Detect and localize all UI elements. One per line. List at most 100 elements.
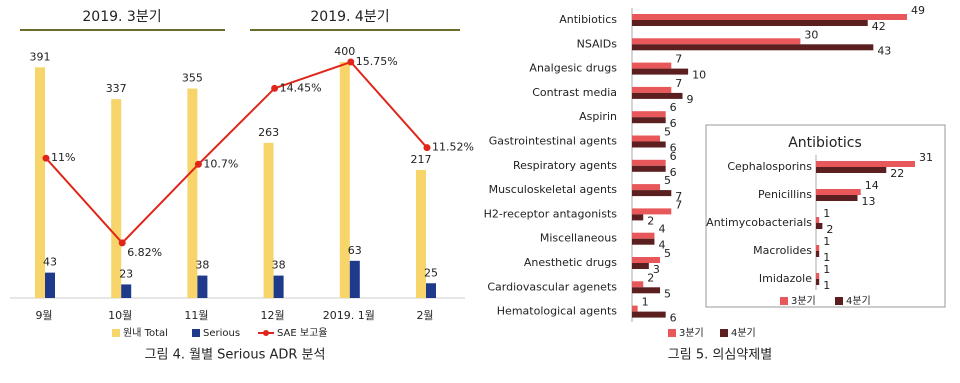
data-label: 10.7% bbox=[203, 157, 238, 170]
bar bbox=[632, 38, 801, 45]
data-label: 1 bbox=[823, 207, 830, 220]
bar bbox=[426, 283, 436, 298]
inset-frame bbox=[705, 124, 946, 308]
data-label: 2 bbox=[647, 271, 654, 284]
data-label: 7 bbox=[675, 198, 682, 211]
bar bbox=[632, 281, 644, 288]
bar bbox=[632, 14, 907, 20]
y-tick-label: Musculoskeletal agents bbox=[489, 183, 618, 196]
chart-caption: 그림 5. 의심약제별 bbox=[668, 348, 772, 363]
bar bbox=[632, 92, 683, 99]
bar bbox=[197, 275, 208, 298]
y-tick-label: Antibiotics bbox=[559, 13, 617, 26]
legend-label: 3분기 bbox=[679, 327, 704, 339]
data-label: 23 bbox=[119, 267, 133, 280]
bar bbox=[632, 208, 672, 215]
bar bbox=[187, 88, 198, 298]
data-label: 38 bbox=[272, 259, 286, 272]
data-label: 263 bbox=[258, 126, 279, 139]
bar bbox=[111, 99, 122, 298]
legend-label: 4분기 bbox=[731, 327, 756, 339]
bar bbox=[632, 305, 638, 312]
legend-swatch bbox=[835, 297, 843, 305]
bar bbox=[632, 257, 661, 263]
data-label: 6 bbox=[670, 142, 677, 155]
bar bbox=[273, 275, 284, 298]
line-point bbox=[118, 239, 126, 247]
line-point bbox=[194, 160, 202, 168]
bar bbox=[632, 86, 672, 93]
data-label: 6 bbox=[670, 117, 677, 130]
data-label: 6 bbox=[670, 312, 677, 325]
data-label: 355 bbox=[182, 72, 203, 85]
data-label: 11% bbox=[51, 151, 75, 164]
line-point bbox=[423, 144, 431, 152]
bar bbox=[816, 195, 858, 201]
bar bbox=[632, 44, 874, 51]
line bbox=[45, 60, 428, 245]
line-point bbox=[271, 84, 279, 92]
data-label: 63 bbox=[348, 244, 362, 257]
y-tick-label: Respiratory agents bbox=[513, 159, 617, 172]
data-label: 10 bbox=[692, 69, 706, 82]
bar bbox=[816, 251, 820, 257]
y-tick-label: Antimycobacterials bbox=[706, 216, 812, 229]
bar bbox=[632, 263, 649, 269]
y-tick-label: Cardiovascular agenets bbox=[487, 280, 617, 293]
bar bbox=[632, 141, 666, 148]
data-label: 43 bbox=[43, 256, 57, 269]
bar bbox=[816, 189, 861, 195]
data-label: 217 bbox=[411, 153, 432, 166]
legend-label: Serious bbox=[203, 328, 240, 339]
data-label: 42 bbox=[872, 20, 886, 33]
y-tick-label: Contrast media bbox=[532, 86, 617, 99]
x-tick-label: 9월 bbox=[35, 309, 52, 322]
legend-swatch bbox=[263, 330, 269, 336]
data-label: 11.52% bbox=[432, 141, 474, 154]
bar bbox=[263, 142, 274, 298]
data-label: 337 bbox=[106, 82, 127, 95]
y-tick-label: Miscellaneous bbox=[540, 232, 617, 245]
x-tick-label: 10월 bbox=[108, 309, 132, 322]
y-tick-label: H2-receptor antagonists bbox=[484, 207, 618, 220]
legend-swatch bbox=[668, 329, 676, 337]
data-label: 13 bbox=[862, 195, 876, 208]
bar bbox=[349, 260, 360, 298]
y-tick-label: Gastrointestinal agents bbox=[489, 135, 618, 148]
data-label: 1 bbox=[823, 263, 830, 276]
legend-swatch bbox=[192, 329, 200, 337]
bar bbox=[632, 287, 661, 294]
x-tick-label: 2월 bbox=[416, 309, 433, 322]
bar bbox=[632, 117, 666, 124]
chart-caption: 그림 4. 월별 Serious ADR 분석 bbox=[145, 348, 326, 363]
data-label: 1 bbox=[642, 296, 649, 309]
bar bbox=[632, 238, 655, 245]
bar bbox=[816, 279, 820, 285]
y-tick-label: Aspirin bbox=[579, 110, 617, 123]
bar bbox=[632, 20, 868, 26]
bar bbox=[816, 273, 820, 279]
data-label: 5 bbox=[664, 126, 671, 139]
bar bbox=[816, 245, 820, 251]
data-label: 6 bbox=[670, 166, 677, 179]
x-tick-label: 2019. 1월 bbox=[323, 309, 375, 322]
data-label: 38 bbox=[195, 259, 209, 272]
x-tick-label: 11월 bbox=[184, 309, 208, 322]
data-label: 4 bbox=[658, 223, 665, 236]
data-label: 31 bbox=[919, 151, 933, 164]
y-tick-label: Anesthetic drugs bbox=[524, 256, 617, 269]
data-label: 30 bbox=[804, 28, 818, 41]
y-tick-label: Penicillins bbox=[758, 188, 812, 201]
legend-label: 원내 Total bbox=[123, 327, 168, 339]
bar bbox=[339, 62, 350, 298]
data-label: 25 bbox=[424, 266, 438, 279]
data-label: 9 bbox=[687, 93, 694, 106]
inset-title: Antibiotics bbox=[788, 135, 862, 151]
data-label: 15.75% bbox=[356, 55, 398, 68]
y-tick-label: Macrolides bbox=[753, 244, 812, 257]
data-label: 1 bbox=[823, 235, 830, 248]
data-label: 6 bbox=[670, 150, 677, 163]
bar bbox=[816, 161, 915, 167]
data-label: 3 bbox=[653, 263, 660, 276]
